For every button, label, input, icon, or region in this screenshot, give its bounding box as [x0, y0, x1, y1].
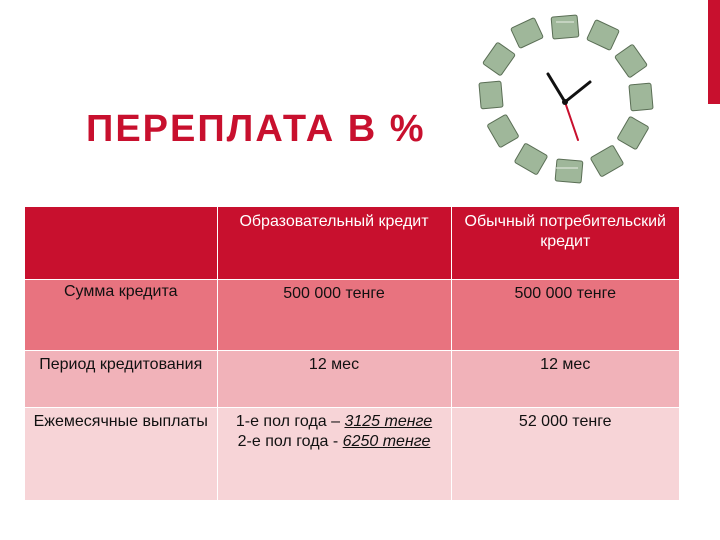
edu-payment-line1-prefix: 1-е пол года –: [235, 413, 345, 430]
table-row: Ежемесячные выплаты 1-е пол года – 3125 …: [25, 407, 679, 501]
cell-consumer-payments: 52 000 тенге: [451, 407, 679, 501]
money-clock-icon: [478, 14, 654, 184]
header-cell-empty: [25, 207, 218, 280]
row-label-period: Период кредитования: [25, 350, 218, 408]
cell-edu-amount: 500 000 тенге: [217, 279, 452, 351]
cell-edu-period: 12 мес: [217, 350, 452, 408]
table-header-row: Образовательный кредит Обычный потребите…: [25, 207, 679, 280]
row-label-payments: Ежемесячные выплаты: [25, 407, 218, 501]
header-edu-credit: Образовательный кредит: [217, 207, 452, 280]
credit-comparison-table: Образовательный кредит Обычный потребите…: [25, 207, 679, 501]
edu-payment-line2-prefix: 2-е пол года -: [237, 433, 343, 450]
row-label-amount: Сумма кредита: [25, 279, 218, 351]
clock-hands: [546, 72, 592, 141]
table-row: Сумма кредита 500 000 тенге 500 000 тенг…: [25, 279, 679, 351]
cell-consumer-period: 12 мес: [451, 350, 679, 408]
accent-bar: [708, 0, 720, 104]
cell-edu-payments: 1-е пол года – 3125 тенге 2-е пол года -…: [217, 407, 452, 501]
money-stacks: [478, 14, 654, 184]
edu-payment-line1-value: 3125 тенге: [344, 413, 433, 430]
table-row: Период кредитования 12 мес 12 мес: [25, 350, 679, 408]
page-title: ПЕРЕПЛАТА В %: [86, 108, 426, 150]
header-consumer-credit: Обычный потребительский кредит: [451, 207, 679, 280]
cell-consumer-amount: 500 000 тенге: [451, 279, 679, 351]
edu-payment-line2-value: 6250 тенге: [342, 433, 431, 450]
